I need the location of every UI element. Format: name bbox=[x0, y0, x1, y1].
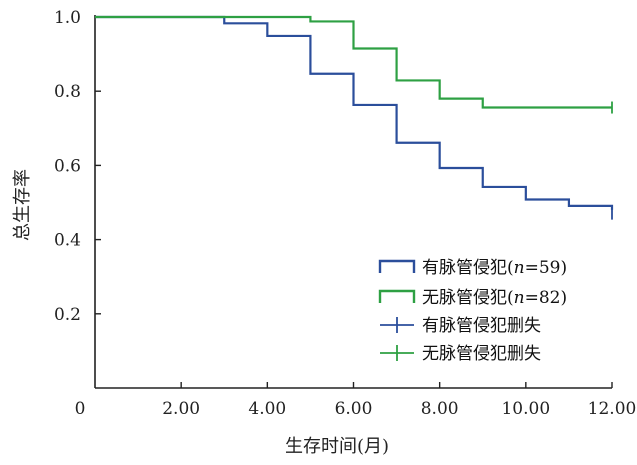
y-axis-title: 总生存率 bbox=[12, 169, 33, 241]
x-tick-label: 6.00 bbox=[335, 399, 373, 419]
legend-label: 无脉管侵犯(n=82) bbox=[422, 288, 567, 308]
curve-with-vascular-invasion bbox=[95, 15, 614, 210]
legend-step-swatch bbox=[378, 289, 416, 303]
x-tick-label: 8.00 bbox=[421, 399, 459, 419]
x-tick-label: 4.00 bbox=[248, 399, 286, 419]
x-tick-label: 10.00 bbox=[501, 399, 550, 419]
y-tick-label: 0.2 bbox=[54, 305, 81, 325]
y-tick-label: 0.4 bbox=[54, 231, 81, 251]
x-ticks: 0 2.00 4.00 6.00 8.00 10.00 12.00 bbox=[75, 382, 637, 419]
x-tick-label: 12.00 bbox=[588, 399, 637, 419]
legend-label: 有脉管侵犯(n=59) bbox=[422, 258, 567, 278]
y-ticks: 0.2 0.4 0.6 0.8 1.0 bbox=[54, 8, 101, 325]
x-tick-label: 0 bbox=[75, 399, 86, 419]
y-tick-label: 0.6 bbox=[54, 156, 81, 176]
legend-label: 有脉管侵犯删失 bbox=[422, 316, 541, 336]
x-tick-label: 2.00 bbox=[162, 399, 200, 419]
survival-curves bbox=[95, 15, 614, 210]
legend-step-swatch bbox=[378, 259, 416, 273]
axes: 0.2 0.4 0.6 0.8 1.0 0 2.00 4.00 6.00 8.00 10.00 12… bbox=[54, 8, 636, 419]
curve-without-vascular-invasion bbox=[95, 15, 612, 109]
y-tick-label: 1.0 bbox=[54, 8, 81, 28]
y-tick-label: 0.8 bbox=[54, 82, 81, 102]
x-axis-title: 生存时间(月) bbox=[285, 436, 389, 457]
legend-label: 无脉管侵犯删失 bbox=[422, 344, 541, 364]
